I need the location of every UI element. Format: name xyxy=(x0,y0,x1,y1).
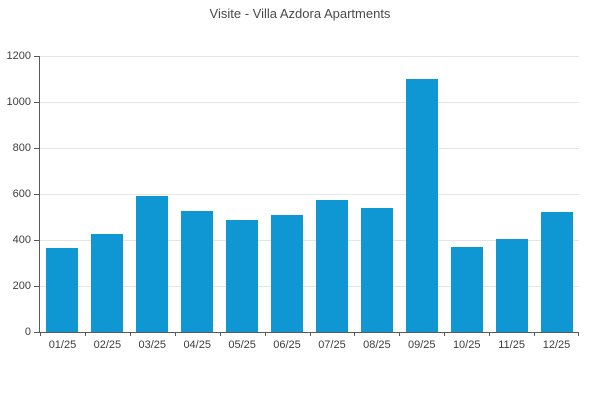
y-gridline xyxy=(40,148,579,149)
y-gridline xyxy=(40,194,579,195)
x-axis-tick xyxy=(84,332,86,336)
y-axis-tick-label: 200 xyxy=(12,280,31,292)
bar xyxy=(181,211,214,332)
x-axis-tick-label: 07/25 xyxy=(318,339,346,351)
y-gridline xyxy=(40,240,579,241)
bar xyxy=(450,246,483,332)
x-axis-tick-label: 11/25 xyxy=(498,339,525,351)
x-axis-tick xyxy=(264,332,266,336)
x-axis-tick-label: 04/25 xyxy=(183,339,211,351)
x-axis-tick-label: 10/25 xyxy=(452,339,481,351)
bar xyxy=(315,199,348,332)
y-gridline xyxy=(40,102,579,103)
x-axis-tick xyxy=(399,332,401,336)
chart-title: Visite - Villa Azdora Apartments xyxy=(209,6,391,21)
x-axis-tick-label: 08/25 xyxy=(363,339,391,351)
x-axis-tick-label: 09/25 xyxy=(408,339,436,351)
x-axis-tick xyxy=(354,332,356,336)
y-axis-tick-label: 800 xyxy=(12,142,31,154)
x-axis-tick-label: 02/25 xyxy=(93,339,122,351)
bar xyxy=(46,248,79,332)
y-axis-tick-label: 1200 xyxy=(6,50,31,62)
plot-area: 0 200 400 600 800 1000 1200 01/25 02/25 03/25 04/2… xyxy=(7,50,579,351)
bar xyxy=(540,212,573,332)
x-axis-tick xyxy=(444,332,446,336)
x-axis-tick xyxy=(40,332,41,336)
x-axis-tick-label: 05/25 xyxy=(228,339,256,351)
y-axis-tick-label: 1000 xyxy=(6,96,31,108)
bar xyxy=(136,196,169,332)
bar xyxy=(495,238,528,332)
y-gridline xyxy=(40,56,579,57)
x-axis-tick xyxy=(534,332,536,336)
y-axis-tick-label: 0 xyxy=(24,326,31,338)
y-axis-tick xyxy=(34,332,39,333)
bar xyxy=(360,207,393,332)
x-axis-tick xyxy=(309,332,311,336)
y-axis-tick xyxy=(34,148,39,149)
y-axis-tick xyxy=(34,102,39,103)
x-axis-tick xyxy=(174,332,176,336)
x-axis-tick xyxy=(219,332,221,336)
bar xyxy=(91,234,124,332)
bar xyxy=(271,214,304,332)
y-axis-tick-label: 400 xyxy=(12,234,31,246)
x-axis-tick-label: 06/25 xyxy=(273,339,301,351)
x-axis-tick xyxy=(129,332,131,336)
y-axis-tick xyxy=(34,56,39,57)
bar xyxy=(405,79,438,332)
x-axis-tick-label: 03/25 xyxy=(138,339,167,351)
x-axis-tick-label: 01/25 xyxy=(48,339,77,351)
y-axis-tick xyxy=(34,240,39,241)
y-axis-tick xyxy=(34,286,39,287)
x-axis-tick xyxy=(578,332,579,336)
y-axis-tick-label: 600 xyxy=(12,188,31,200)
x-axis-tick xyxy=(489,332,491,336)
x-axis-tick-label: 12/25 xyxy=(542,339,571,351)
y-axis-tick xyxy=(34,194,39,195)
y-gridline xyxy=(40,286,579,287)
bar xyxy=(226,220,259,332)
